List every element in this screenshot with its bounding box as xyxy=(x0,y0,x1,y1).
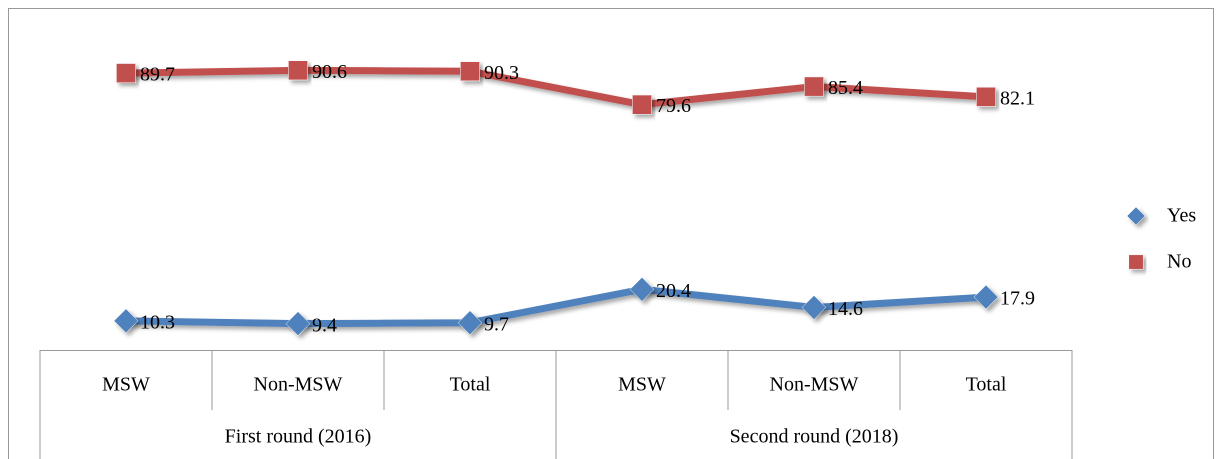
marker xyxy=(976,86,996,107)
data-label: 10.3 xyxy=(140,311,175,333)
data-label: 14.6 xyxy=(828,298,863,320)
series-line xyxy=(125,285,987,328)
marker xyxy=(288,60,308,81)
legend-label: Yes xyxy=(1167,205,1196,227)
data-label: 17.9 xyxy=(1000,288,1035,310)
marker xyxy=(457,310,483,336)
marker xyxy=(629,276,655,302)
x-tick-label: Total xyxy=(966,374,1007,396)
data-label: 79.6 xyxy=(656,95,691,117)
data-label: 82.1 xyxy=(1000,87,1035,109)
x-tick-label: Total xyxy=(450,374,491,396)
legend-label: No xyxy=(1167,251,1191,273)
marker xyxy=(116,63,136,83)
x-tick-label: Non-MSW xyxy=(770,374,859,396)
x-tick-label: Non-MSW xyxy=(254,374,343,396)
legend-marker xyxy=(1126,206,1146,226)
x-tick-label: MSW xyxy=(102,374,150,396)
series-line xyxy=(125,66,987,109)
data-label: 90.3 xyxy=(484,62,519,84)
data-label: 90.6 xyxy=(312,61,347,83)
data-label: 9.4 xyxy=(312,314,337,336)
marker xyxy=(801,295,827,320)
chart-frame xyxy=(8,8,1214,459)
marker xyxy=(973,284,999,310)
legend-marker xyxy=(1128,254,1144,270)
group-label: Second round (2018) xyxy=(730,426,899,448)
data-label: 85.4 xyxy=(828,77,863,99)
data-label: 9.7 xyxy=(484,313,509,335)
data-label: 89.7 xyxy=(140,64,175,86)
marker xyxy=(285,311,311,337)
group-label: First round (2016) xyxy=(225,426,372,448)
marker xyxy=(632,94,652,115)
x-tick-label: MSW xyxy=(618,374,666,396)
marker xyxy=(113,308,139,334)
data-label: 20.4 xyxy=(656,280,691,302)
marker xyxy=(460,61,480,82)
marker xyxy=(804,76,824,97)
